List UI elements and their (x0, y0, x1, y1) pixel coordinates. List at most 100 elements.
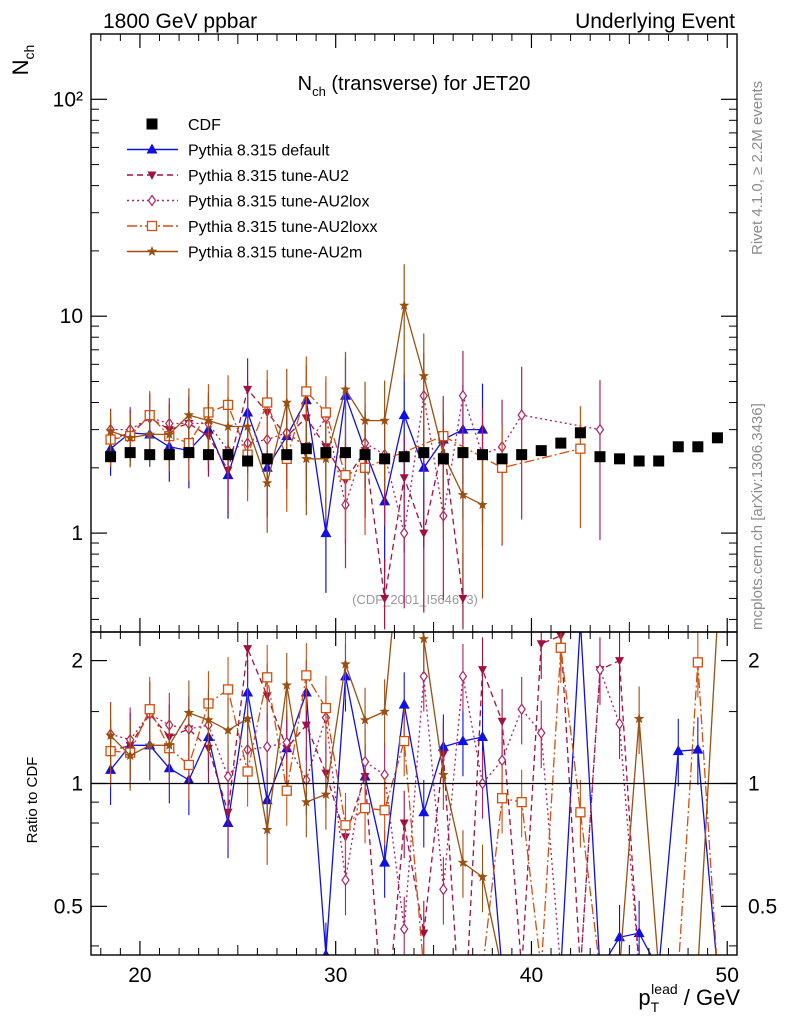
legend-marker-5 (146, 246, 158, 256)
series-4-ratio-point (575, 807, 586, 818)
series-1-ratio-point (692, 743, 704, 754)
cdf-point (281, 449, 293, 461)
series-1-ratio-point (672, 745, 684, 756)
cdf-point (692, 441, 704, 453)
series-3-ratio-point (262, 740, 272, 753)
series-1-ratio-point (457, 735, 469, 746)
series-2-point (399, 474, 409, 483)
series-3-ratio-line (110, 669, 639, 955)
legend-label-5: Pythia 8.315 tune-AU2m (188, 245, 362, 262)
series-5-ratio-point (359, 714, 371, 725)
series-3-ratio-point (419, 670, 429, 683)
series-2-point (458, 594, 468, 604)
series-4-ratio-point (183, 759, 195, 771)
legend-marker-0 (146, 118, 158, 130)
series-4-line (110, 390, 581, 477)
series-4-point (320, 407, 332, 418)
series-5-point (203, 415, 214, 426)
ratio-tick-label-right: 2 (748, 650, 760, 673)
series-4-ratio-point (692, 657, 703, 668)
series-4-ratio-point (144, 704, 155, 715)
series-4-ratio-point (496, 793, 508, 804)
series-2-ratio-point (419, 929, 429, 939)
series-5-ratio-point (203, 714, 214, 725)
x-axis-label: pTlead / GeV (638, 981, 740, 1015)
legend-label-0: CDF (188, 117, 221, 134)
cdf-point (516, 449, 528, 461)
legend-marker-2 (147, 171, 157, 180)
series-1-ratio-line (110, 632, 717, 955)
cdf-point (242, 455, 254, 467)
series-3-point (399, 527, 409, 540)
series-3-ratio-point (341, 873, 350, 887)
series-5-point (222, 421, 234, 431)
series-4-point (262, 397, 273, 408)
series-5-ratio-point (105, 730, 116, 740)
series-3-point (458, 389, 468, 402)
series-2-ratio-point (399, 819, 409, 829)
series-3-ratio-point (399, 922, 409, 936)
series-5-point (242, 421, 253, 431)
cdf-point (457, 447, 469, 459)
cdf-point (477, 449, 489, 461)
cdf-point (144, 449, 156, 461)
analysis-tag: (CDF_2001_I564673) (352, 592, 478, 607)
x-tick-label: 30 (324, 964, 347, 987)
series-3-ratio-point (497, 754, 507, 767)
series-5-ratio-point (477, 871, 488, 882)
series-5-point (124, 432, 136, 443)
legend-marker-3 (147, 194, 157, 207)
series-4-point (496, 462, 508, 473)
series-5-point (457, 489, 469, 500)
cdf-point (555, 437, 567, 449)
series-3-ratio-point (360, 755, 370, 768)
cdf-point (320, 447, 332, 459)
cdf-point (379, 453, 391, 465)
series-4-ratio-point (262, 672, 273, 683)
series-5-ratio-line (110, 632, 718, 955)
series-5-ratio-point (124, 750, 136, 761)
x-tick-label: 50 (716, 964, 739, 987)
series-3-ratio-point (615, 717, 624, 730)
series-2-ratio-point (615, 657, 625, 666)
series-2-ratio-line (110, 634, 639, 955)
legend-marker-1 (146, 143, 158, 154)
series-5-point (418, 370, 429, 381)
series-1-ratio-point (322, 949, 330, 955)
ratio-plot-series (105, 632, 718, 955)
series-5-ratio-point (281, 679, 292, 690)
series-4-ratio-point (399, 735, 410, 747)
cdf-point (124, 447, 136, 459)
series-3-ratio-point (439, 883, 448, 896)
cdf-point (183, 447, 195, 459)
series-4-ratio-point (320, 702, 332, 714)
series-5-ratio-point (262, 824, 273, 835)
series-4-ratio-point (516, 796, 527, 808)
series-4-ratio-point (242, 766, 253, 777)
series-5-ratio-point (379, 706, 390, 716)
series-5-ratio-point (320, 788, 332, 799)
series-2-ratio-point (301, 721, 311, 731)
legend-label-3: Pythia 8.315 tune-AU2lox (188, 194, 369, 211)
series-1-ratio-point (379, 856, 391, 867)
cdf-point (202, 449, 214, 461)
cdf-point (711, 432, 723, 444)
series-3-ratio-point (223, 770, 233, 783)
ratio-tick-label: 1 (71, 772, 83, 795)
series-4-ratio-point (301, 670, 312, 681)
series-2-point (243, 385, 253, 395)
series-1-ratio-point (398, 698, 410, 709)
y-tick-label: 10 (60, 305, 83, 328)
y-tick-label: 1 (71, 522, 83, 545)
cdf-point (398, 451, 410, 463)
series-2-ratio-point (536, 640, 546, 649)
header-right: Underlying Event (575, 10, 735, 33)
series-3-point (595, 423, 605, 436)
series-5-ratio-point (340, 658, 351, 669)
series-5-ratio-point (222, 724, 234, 735)
series-5-ratio-point (457, 857, 469, 867)
series-5-point (301, 453, 312, 464)
series-3-ratio-point (458, 670, 468, 683)
series-5-ratio-point (301, 796, 312, 807)
cdf-point (496, 453, 508, 465)
